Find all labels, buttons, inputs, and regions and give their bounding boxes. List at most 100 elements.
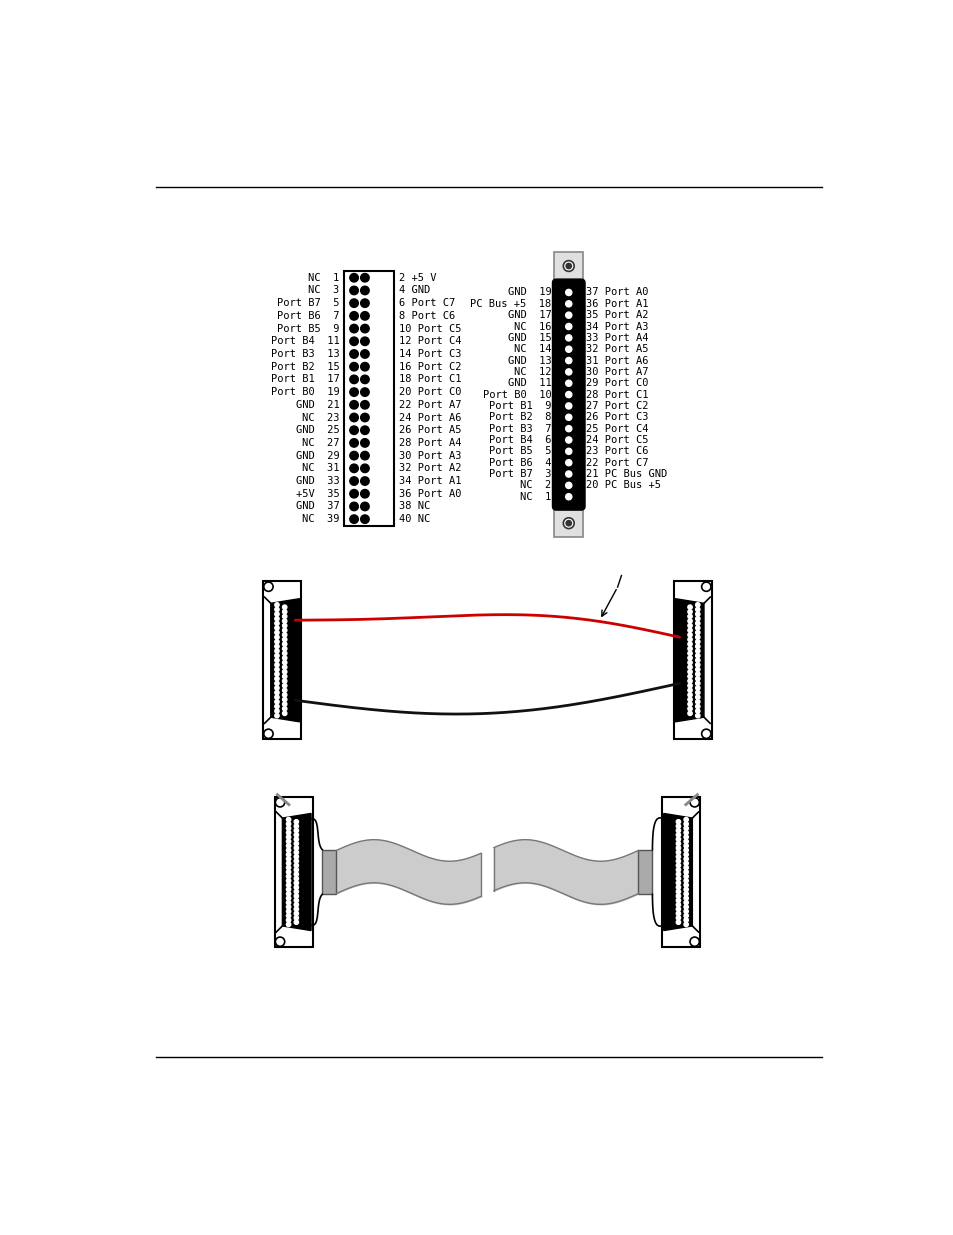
- Text: 24 Port A6: 24 Port A6: [398, 412, 461, 422]
- Text: Port B5  9: Port B5 9: [276, 324, 339, 333]
- Circle shape: [286, 840, 291, 844]
- Circle shape: [695, 658, 700, 662]
- Text: Port B4  6: Port B4 6: [489, 435, 551, 445]
- Circle shape: [274, 672, 279, 677]
- Circle shape: [294, 855, 298, 858]
- Polygon shape: [271, 599, 299, 721]
- Circle shape: [294, 906, 298, 911]
- Circle shape: [687, 688, 692, 693]
- Circle shape: [360, 414, 369, 421]
- Circle shape: [286, 852, 291, 857]
- Bar: [263, 582, 301, 740]
- Circle shape: [687, 661, 692, 664]
- Circle shape: [683, 900, 688, 905]
- Circle shape: [282, 632, 287, 637]
- Circle shape: [275, 937, 284, 946]
- Circle shape: [274, 677, 279, 680]
- Text: 28 Port C1: 28 Port C1: [585, 389, 648, 400]
- Circle shape: [676, 855, 679, 858]
- Circle shape: [683, 852, 688, 857]
- Text: 26 Port C3: 26 Port C3: [585, 412, 648, 422]
- Circle shape: [274, 648, 279, 653]
- Circle shape: [360, 503, 369, 511]
- Circle shape: [683, 857, 688, 861]
- Circle shape: [565, 289, 571, 295]
- Circle shape: [695, 663, 700, 667]
- Circle shape: [286, 866, 291, 869]
- Circle shape: [350, 464, 358, 473]
- Circle shape: [676, 906, 679, 911]
- Circle shape: [350, 489, 358, 498]
- Circle shape: [360, 273, 369, 282]
- Polygon shape: [663, 814, 692, 930]
- Circle shape: [676, 877, 679, 881]
- Circle shape: [286, 918, 291, 923]
- Circle shape: [350, 287, 358, 295]
- Text: Port B7  5: Port B7 5: [276, 298, 339, 309]
- Circle shape: [360, 287, 369, 295]
- Circle shape: [360, 375, 369, 384]
- Circle shape: [274, 658, 279, 662]
- Circle shape: [286, 914, 291, 918]
- Circle shape: [683, 897, 688, 900]
- Circle shape: [695, 645, 700, 648]
- Circle shape: [695, 608, 700, 611]
- Circle shape: [274, 700, 279, 704]
- Circle shape: [687, 669, 692, 674]
- Circle shape: [294, 841, 298, 846]
- Circle shape: [683, 869, 688, 874]
- Circle shape: [689, 937, 699, 946]
- Circle shape: [282, 642, 287, 646]
- Circle shape: [683, 831, 688, 835]
- Circle shape: [264, 582, 273, 592]
- Circle shape: [565, 357, 571, 363]
- Circle shape: [676, 903, 679, 906]
- Circle shape: [565, 312, 571, 319]
- Circle shape: [695, 677, 700, 680]
- Circle shape: [350, 350, 358, 358]
- Circle shape: [683, 887, 688, 892]
- Circle shape: [695, 700, 700, 704]
- Circle shape: [350, 299, 358, 308]
- Circle shape: [294, 885, 298, 889]
- Circle shape: [676, 841, 679, 846]
- Text: 40 NC: 40 NC: [398, 514, 430, 524]
- Circle shape: [274, 695, 279, 699]
- Text: GND  15: GND 15: [507, 333, 551, 343]
- Text: 12 Port C4: 12 Port C4: [398, 336, 461, 346]
- Circle shape: [687, 624, 692, 627]
- Text: NC  39: NC 39: [301, 514, 339, 524]
- Text: 6 Port C7: 6 Port C7: [398, 298, 455, 309]
- Circle shape: [274, 630, 279, 635]
- Circle shape: [676, 863, 679, 868]
- Circle shape: [274, 616, 279, 621]
- Circle shape: [282, 651, 287, 656]
- Circle shape: [274, 621, 279, 625]
- Circle shape: [360, 438, 369, 447]
- Circle shape: [274, 709, 279, 713]
- Text: 20 PC Bus +5: 20 PC Bus +5: [585, 480, 660, 490]
- Circle shape: [683, 840, 688, 844]
- Text: GND  19: GND 19: [507, 288, 551, 298]
- Circle shape: [565, 459, 571, 466]
- Circle shape: [695, 653, 700, 658]
- Circle shape: [676, 885, 679, 889]
- Circle shape: [282, 647, 287, 651]
- Text: Port B4  11: Port B4 11: [271, 336, 339, 346]
- Circle shape: [695, 611, 700, 616]
- Circle shape: [282, 619, 287, 624]
- Circle shape: [676, 832, 679, 837]
- Circle shape: [282, 637, 287, 642]
- Circle shape: [565, 301, 571, 308]
- Circle shape: [687, 679, 692, 683]
- Circle shape: [282, 610, 287, 614]
- Text: NC  1: NC 1: [308, 273, 339, 283]
- Circle shape: [695, 704, 700, 709]
- Circle shape: [286, 878, 291, 883]
- Circle shape: [350, 337, 358, 346]
- Circle shape: [350, 515, 358, 524]
- Circle shape: [274, 611, 279, 616]
- Circle shape: [687, 651, 692, 656]
- Circle shape: [282, 656, 287, 659]
- Circle shape: [360, 489, 369, 498]
